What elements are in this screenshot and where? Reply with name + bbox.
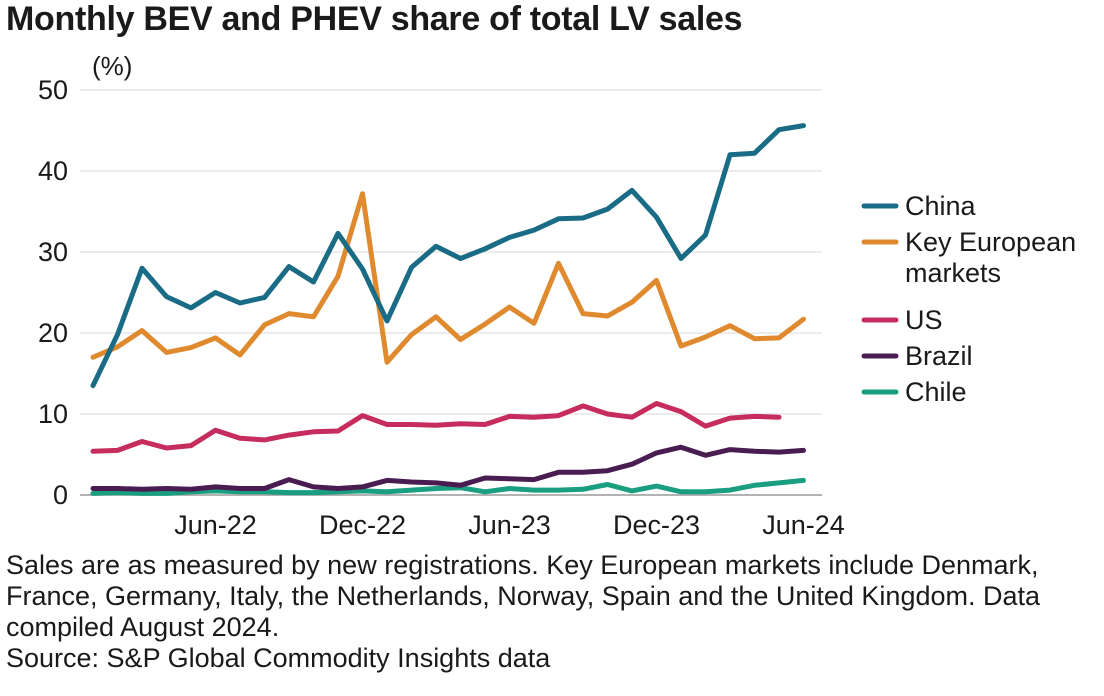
legend-item-us: US [861, 305, 943, 335]
footnote: Sales are as measured by new registratio… [6, 550, 1041, 642]
x-tick-label: Dec-22 [319, 510, 406, 540]
x-tick-label: Dec-23 [613, 510, 700, 540]
y-tick-label: 50 [38, 75, 68, 105]
y-tick-label: 20 [38, 318, 68, 348]
y-tick-label: 40 [38, 156, 68, 186]
legend-item-china: China [861, 191, 977, 221]
x-tick-label: Jun-22 [174, 510, 257, 540]
legend-label: China [905, 191, 977, 221]
x-tick-label: Jun-23 [468, 510, 551, 540]
y-axis-label: (%) [92, 51, 132, 81]
series-line-brazil [90, 444, 806, 492]
legend-label: Brazil [905, 341, 973, 371]
x-axis: Jun-22 Dec-22 Jun-23 Dec-23 Jun-24 [174, 510, 845, 540]
chart-title: Monthly BEV and PHEV share of total LV s… [6, 0, 743, 38]
legend-item-chile: Chile [861, 377, 967, 407]
line-chart: 0 10 20 30 40 50 (%) Jun-22 Dec-22 Jun-23 Dec-23… [38, 51, 1076, 540]
chart-footer: Sales are as measured by new registratio… [6, 550, 1096, 674]
y-tick-label: 0 [53, 480, 68, 510]
legend-label: US [905, 305, 943, 335]
series-line-chile [90, 477, 806, 496]
x-tick-label: Jun-24 [762, 510, 845, 540]
series-line-key-european-markets [90, 191, 806, 365]
y-tick-label: 10 [38, 399, 68, 429]
legend-label: markets [905, 258, 1001, 288]
source-note: Source: S&P Global Commodity Insights da… [6, 643, 551, 673]
legend-item-brazil: Brazil [861, 341, 973, 371]
y-tick-label: 30 [38, 237, 68, 267]
series-lines [90, 123, 806, 496]
grid-lines [80, 89, 822, 496]
y-axis: 0 10 20 30 40 50 [38, 75, 68, 510]
legend-label: Chile [905, 377, 967, 407]
series-line-us [90, 401, 782, 454]
series-line-china [90, 123, 806, 389]
legend-label: Key European [905, 227, 1076, 257]
